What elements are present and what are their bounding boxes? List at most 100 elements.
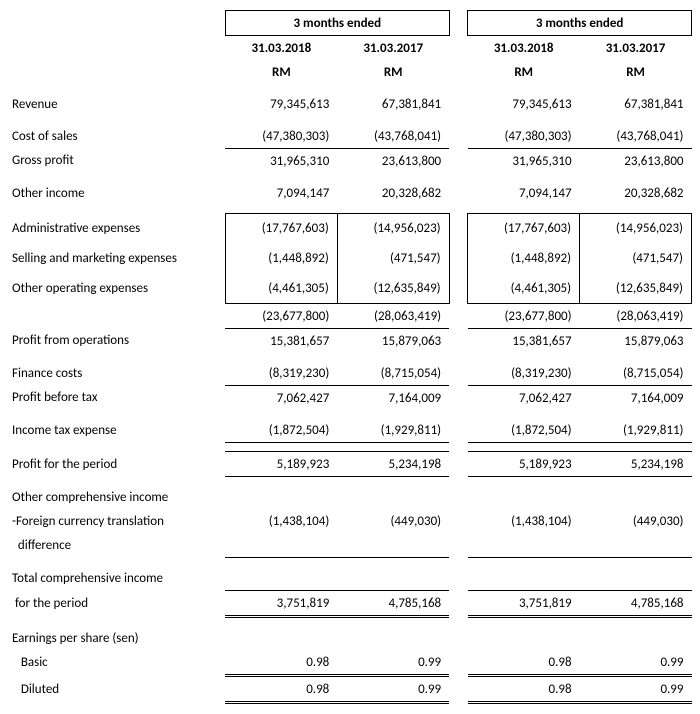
row-fx-diff: -Foreign currency translation (1,438,104… xyxy=(8,509,692,533)
pp-v18-l: 5,189,923 xyxy=(225,452,337,477)
pp-v17-r: 5,234,198 xyxy=(580,452,692,477)
revenue-v18-l: 79,345,613 xyxy=(225,92,337,116)
header-group-row: 3 months ended 3 months ended xyxy=(8,11,692,36)
oox-v18-l: (4,461,305) xyxy=(225,274,337,304)
pbt-v18-r: 7,062,427 xyxy=(468,386,580,411)
row-other-income: Other income 7,094,147 20,328,682 7,094,… xyxy=(8,181,692,205)
row-revenue: Revenue 79,345,613 67,381,841 79,345,613… xyxy=(8,92,692,116)
date-2017-right: 31.03.2017 xyxy=(580,36,692,61)
eps-d-v18-r: 0.98 xyxy=(468,676,580,703)
oci-head-label: Other comprehensive income xyxy=(8,485,225,509)
oox-v17-l: (12,635,849) xyxy=(337,274,449,304)
cos-v18-r: (47,380,303) xyxy=(468,124,580,149)
fx-v18-r: (1,438,104) xyxy=(468,509,580,533)
row-eps-basic: Basic 0.98 0.99 0.98 0.99 xyxy=(8,650,692,676)
gp-v18-r: 31,965,310 xyxy=(468,149,580,174)
tci-v17-l: 4,785,168 xyxy=(337,591,449,617)
pbt-v17-r: 7,164,009 xyxy=(580,386,692,411)
pp-v17-l: 5,234,198 xyxy=(337,452,449,477)
row-tci: for the period 3,751,819 4,785,168 3,751… xyxy=(8,591,692,617)
revenue-label: Revenue xyxy=(8,92,225,116)
fc-label: Finance costs xyxy=(8,361,225,386)
oox-label: Other operating expenses xyxy=(8,274,225,304)
admin-v17-l: (14,956,023) xyxy=(337,214,449,244)
currency-d: RM xyxy=(580,60,692,84)
fc-v18-l: (8,319,230) xyxy=(225,361,337,386)
sell-v17-l: (471,547) xyxy=(337,244,449,274)
income-statement-table: 3 months ended 3 months ended 31.03.2018… xyxy=(8,10,692,704)
row-finance-costs: Finance costs (8,319,230) (8,715,054) (8… xyxy=(8,361,692,386)
row-tci-head: Total comprehensive income xyxy=(8,566,692,591)
gp-v18-l: 31,965,310 xyxy=(225,149,337,174)
tax-v18-l: (1,872,504) xyxy=(225,418,337,443)
eps-dil-label: Diluted xyxy=(8,676,225,703)
row-income-tax: Income tax expense (1,872,504) (1,929,81… xyxy=(8,418,692,443)
admin-label: Administrative expenses xyxy=(8,214,225,244)
row-pbt: Profit before tax 7,062,427 7,164,009 7,… xyxy=(8,386,692,411)
tci-v17-r: 4,785,168 xyxy=(580,591,692,617)
eps-b-v18-r: 0.98 xyxy=(468,650,580,676)
pfo-v17-l: 15,879,063 xyxy=(337,329,449,354)
oox-v18-r: (4,461,305) xyxy=(468,274,580,304)
pfo-v18-r: 15,381,657 xyxy=(468,329,580,354)
tci-v18-r: 3,751,819 xyxy=(468,591,580,617)
eps-basic-label: Basic xyxy=(8,650,225,676)
row-eps-diluted: Diluted 0.98 0.99 0.98 0.99 xyxy=(8,676,692,703)
gp-v17-l: 23,613,800 xyxy=(337,149,449,174)
cos-v17-r: (43,768,041) xyxy=(580,124,692,149)
sell-v18-l: (1,448,892) xyxy=(225,244,337,274)
admin-v18-l: (17,767,603) xyxy=(225,214,337,244)
header-currency-row: RM RM RM RM xyxy=(8,60,692,84)
pfo-label: Profit from operations xyxy=(8,329,225,354)
cos-v18-l: (47,380,303) xyxy=(225,124,337,149)
date-2018-right: 31.03.2018 xyxy=(468,36,580,61)
pbt-v17-l: 7,164,009 xyxy=(337,386,449,411)
sell-label: Selling and marketing expenses xyxy=(8,244,225,274)
eps-b-v18-l: 0.98 xyxy=(225,650,337,676)
oi-v18-r: 7,094,147 xyxy=(468,181,580,205)
row-fx-diff-2: difference xyxy=(8,533,692,558)
pp-label: Profit for the period xyxy=(8,452,225,477)
oi-v17-r: 20,328,682 xyxy=(580,181,692,205)
period-header-left: 3 months ended xyxy=(225,11,449,36)
pbt-v18-l: 7,062,427 xyxy=(225,386,337,411)
row-gross-profit: Gross profit 31,965,310 23,613,800 31,96… xyxy=(8,149,692,174)
tax-label: Income tax expense xyxy=(8,418,225,443)
eps-d-v17-r: 0.99 xyxy=(580,676,692,703)
expsub-v18-r: (23,677,800) xyxy=(468,304,580,329)
currency-c: RM xyxy=(468,60,580,84)
tax-v17-l: (1,929,811) xyxy=(337,418,449,443)
pp-v18-r: 5,189,923 xyxy=(468,452,580,477)
date-2017-left: 31.03.2017 xyxy=(337,36,449,61)
expsub-v17-r: (28,063,419) xyxy=(580,304,692,329)
expsub-v17-l: (28,063,419) xyxy=(337,304,449,329)
oi-v17-l: 20,328,682 xyxy=(337,181,449,205)
sell-v17-r: (471,547) xyxy=(580,244,692,274)
date-2018-left: 31.03.2018 xyxy=(225,36,337,61)
fx-label1: -Foreign currency translation xyxy=(8,509,225,533)
cos-label: Cost of sales xyxy=(8,124,225,149)
fc-v17-r: (8,715,054) xyxy=(580,361,692,386)
eps-b-v17-r: 0.99 xyxy=(580,650,692,676)
sell-v18-r: (1,448,892) xyxy=(468,244,580,274)
cos-v17-l: (43,768,041) xyxy=(337,124,449,149)
pfo-v17-r: 15,879,063 xyxy=(580,329,692,354)
revenue-v18-r: 79,345,613 xyxy=(468,92,580,116)
admin-v18-r: (17,767,603) xyxy=(468,214,580,244)
gp-label: Gross profit xyxy=(8,149,225,174)
tci-head-label: Total comprehensive income xyxy=(8,566,225,591)
row-profit-period: Profit for the period 5,189,923 5,234,19… xyxy=(8,452,692,477)
row-other-op-exp: Other operating expenses (4,461,305) (12… xyxy=(8,274,692,304)
revenue-v17-l: 67,381,841 xyxy=(337,92,449,116)
row-profit-ops: Profit from operations 15,381,657 15,879… xyxy=(8,329,692,354)
oi-v18-l: 7,094,147 xyxy=(225,181,337,205)
eps-head-label: Earnings per share (sen) xyxy=(8,626,225,650)
currency-a: RM xyxy=(225,60,337,84)
fc-v17-l: (8,715,054) xyxy=(337,361,449,386)
header-date-row: 31.03.2018 31.03.2017 31.03.2018 31.03.2… xyxy=(8,36,692,61)
tax-v18-r: (1,872,504) xyxy=(468,418,580,443)
admin-v17-r: (14,956,023) xyxy=(580,214,692,244)
tci-label: for the period xyxy=(8,591,225,617)
tax-v17-r: (1,929,811) xyxy=(580,418,692,443)
row-cost-of-sales: Cost of sales (47,380,303) (43,768,041) … xyxy=(8,124,692,149)
